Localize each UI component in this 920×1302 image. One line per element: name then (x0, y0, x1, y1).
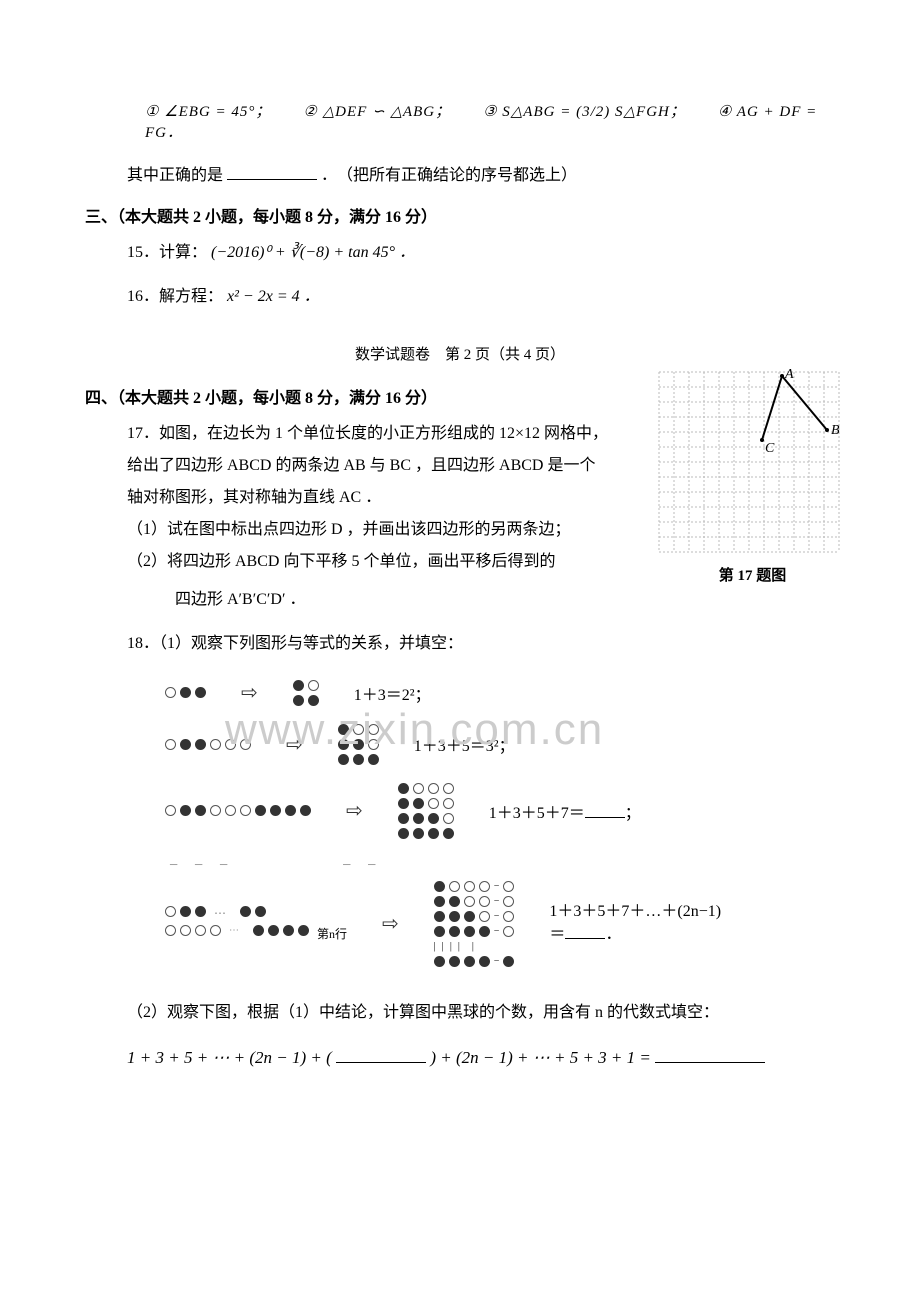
q18-row2: ⇨ 1＋3＋5＝3²； (165, 724, 775, 765)
q16-label: 16．解方程： (127, 288, 223, 305)
q16: 16．解方程： x² − 2x = 4 ． (127, 281, 835, 313)
q17: 17．如图，在边长为 1 个单位长度的小正方形组成的 12×12 网格中， 给出… (127, 418, 667, 616)
q17-line1: 17．如图，在边长为 1 个单位长度的小正方形组成的 12×12 网格中， (127, 418, 667, 450)
section3-header: 三、（本大题共 2 小题，每小题 8 分，满分 16 分） (85, 203, 835, 227)
q18-row-n: ⋯ ⋯第n行 ⇨ − − − − ||||| − 1＋3＋5＋7＋…＋(2n−1… (165, 881, 775, 967)
q14-prompt: 其中正确的是 ． （把所有正确结论的序号都选上） (127, 162, 835, 191)
q14-options: ① ∠EBG = 45°； ② △DEF ∽ △ABG； ③ S△ABG = (… (145, 100, 835, 142)
arrow-icon: ⇨ (382, 911, 399, 936)
q18-row3: ⇨ 1＋3＋5＋7＝ ； (165, 783, 775, 839)
q18-final-pre: 1 + 3 + 5 + ⋯ + (2n − 1) + ( (127, 1048, 332, 1067)
arrow-icon: ⇨ (286, 732, 303, 757)
svg-text:B: B (831, 423, 840, 438)
q16-expr: x² − 2x = 4 ． (227, 288, 320, 305)
q14-opts-text: ① ∠EBG = 45°； ② △DEF ∽ △ABG； ③ S△ABG = (… (145, 104, 817, 141)
q17-sub1: （1）试在图中标出点四边形 D ，并画出该四边形的另两条边； (127, 514, 667, 546)
q17-figure: grid A B C 第 17 题图 (655, 368, 850, 585)
q18-final-blank2 (655, 1046, 765, 1063)
q18-final-blank1 (336, 1046, 426, 1063)
q18-row1: ⇨ 1＋3＝2²； (165, 680, 775, 706)
q17-sub2: （2）将四边形 ABCD 向下平移 5 个单位，画出平移后得到的 (127, 546, 667, 578)
eq4-pre: 1＋3＋5＋7＋…＋(2n−1) (549, 903, 721, 920)
q18-eq2: 1＋3＋5＝3²； (414, 732, 515, 756)
q18-final: 1 + 3 + 5 + ⋯ + (2n − 1) + ( ) + (2n − 1… (127, 1041, 835, 1075)
eq3-blank (585, 802, 625, 818)
q14-prompt-post: ． （把所有正确结论的序号都选上） (321, 167, 577, 184)
q17-line2: 给出了四边形 ABCD 的两条边 AB 与 BC ，且四边形 ABCD 是一个 (127, 450, 667, 482)
page-footer: 数学试题卷 第 2 页（共 4 页） (85, 343, 835, 364)
nth-label: 第n行 (317, 925, 347, 942)
q15: 15．计算： (−2016)⁰ + ∛(−8) + tan 45° ． (127, 237, 835, 269)
arrow-icon: ⇨ (241, 680, 258, 705)
eq4-post: ． (605, 926, 621, 943)
q15-label: 15．计算： (127, 244, 207, 261)
svg-text:C: C (765, 441, 775, 456)
svg-text:A: A (784, 368, 794, 382)
eq4-blank (565, 923, 605, 939)
eq3-post: ； (625, 805, 641, 822)
q17-sub2b: 四边形 A′B′C′D′ ． (127, 584, 667, 616)
q18-eq1: 1＋3＝2²； (354, 681, 431, 705)
q17-grid-svg: grid A B C (655, 368, 850, 553)
q18-eq4: 1＋3＋5＋7＋…＋(2n−1) ＝ ． (549, 901, 721, 947)
eq4-mid: ＝ (549, 926, 565, 943)
eq3-pre: 1＋3＋5＋7＝ (489, 805, 585, 822)
q18-part2: （2）观察下图，根据（1）中结论，计算图中黑球的个数，用含有 n 的代数式填空： (127, 997, 835, 1029)
q18-eq3: 1＋3＋5＋7＝ ； (489, 799, 641, 823)
q18-row-dots: − − − − − (165, 857, 775, 875)
q17-line3: 轴对称图形，其对称轴为直线 AC ． (127, 482, 667, 514)
arrow-icon: ⇨ (346, 798, 363, 823)
q18-final-mid: ) + (2n − 1) + ⋯ + 5 + 3 + 1 = (430, 1048, 655, 1067)
q14-prompt-pre: 其中正确的是 (127, 167, 227, 184)
q18-line1: 18．（1）观察下列图形与等式的关系，并填空： (127, 628, 835, 660)
q17-caption: 第 17 题图 (655, 564, 850, 585)
q15-expr: (−2016)⁰ + ∛(−8) + tan 45° ． (211, 244, 415, 261)
q14-blank (227, 164, 317, 180)
q18-figure: www.zixin.com.cn ⇨ 1＋3＝2²； ⇨ 1＋3＋5＝3²； ⇨ (165, 680, 775, 967)
